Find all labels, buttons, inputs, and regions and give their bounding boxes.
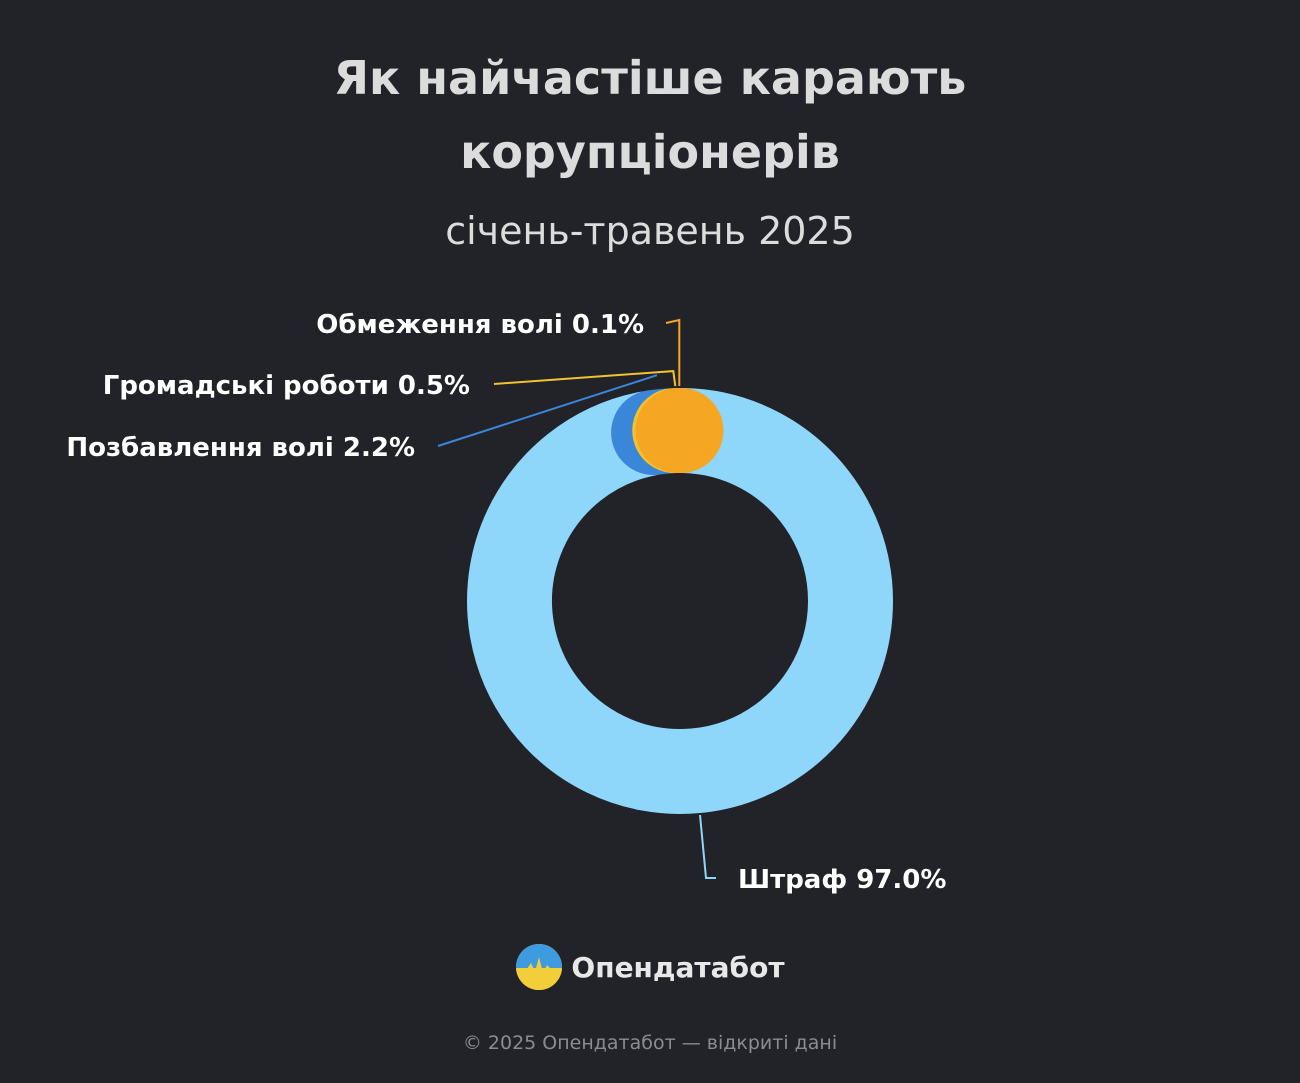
- slice-label-обмеження-волі: Обмеження волі 0.1%: [316, 310, 644, 340]
- chart-title-continued: корупціонерів: [460, 125, 840, 179]
- opendatabot-logo-icon: [516, 944, 563, 990]
- footer-copyright: © 2025 Опендатабот — відкриті дані: [462, 1032, 838, 1054]
- leader-line-обмеження-волі: [665, 318, 681, 386]
- slice-labels: Штраф 97.0% Позбавлення волі 2.2% Громадсь…: [66, 310, 946, 895]
- donut-slices: [467, 387, 893, 814]
- slice-label-позбавлення-волі: Позбавлення волі 2.2%: [66, 433, 415, 463]
- chart-title: Як найчастіше карають: [333, 51, 967, 105]
- leader-line-штраф: [699, 814, 716, 879]
- chart-subtitle: січень-травень 2025: [445, 209, 855, 253]
- leader-line-позбавлення-волі: [437, 374, 658, 447]
- brand: Опендатабот: [0, 943, 1300, 991]
- leader-line-громадські-роботи: [493, 370, 677, 387]
- slice-штраф: [467, 388, 893, 814]
- slice-label-громадські-роботи: Громадські роботи 0.5%: [103, 371, 470, 401]
- leader-lines: [437, 318, 716, 879]
- brand-name: Опендатабот: [571, 950, 785, 984]
- slice-label-штраф: Штраф 97.0%: [738, 865, 946, 895]
